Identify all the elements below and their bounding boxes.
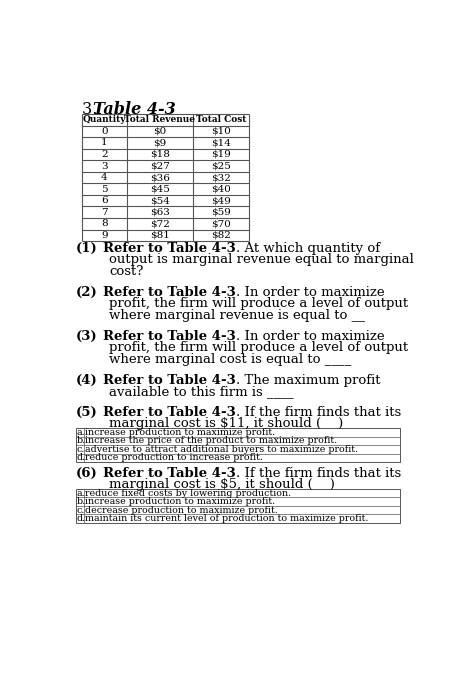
Text: 7: 7 [101,208,108,217]
Text: 1: 1 [101,139,108,148]
Text: (2): (2) [76,286,98,299]
Text: $27: $27 [150,162,170,171]
Text: Table 4-3: Table 4-3 [93,101,176,118]
Text: . At which quantity of: . At which quantity of [235,241,380,255]
Text: Refer to Table 4-3: Refer to Table 4-3 [103,286,235,299]
Text: . If the firm finds that its: . If the firm finds that its [235,467,401,480]
Text: advertise to attract additional buyers to maximize profit.: advertise to attract additional buyers t… [85,445,358,454]
Text: 5: 5 [101,185,108,194]
Text: Total Cost: Total Cost [196,116,246,125]
Text: increase the price of the product to maximize profit.: increase the price of the product to max… [85,436,337,445]
Text: $81: $81 [150,231,170,240]
Text: marginal cost is $11, it should (    ): marginal cost is $11, it should ( ) [109,417,344,430]
Text: reduce production to increase profit.: reduce production to increase profit. [85,454,263,462]
Text: output is marginal revenue equal to marginal: output is marginal revenue equal to marg… [109,253,414,267]
Text: 9: 9 [101,231,108,240]
Text: increase production to maximize profit.: increase production to maximize profit. [85,497,275,506]
Text: (1): (1) [76,241,98,255]
Text: d.: d. [77,514,86,523]
Text: Refer to Table 4-3: Refer to Table 4-3 [103,406,235,419]
Text: $82: $82 [211,231,231,240]
Text: Refer to Table 4-3: Refer to Table 4-3 [103,467,235,480]
Text: b.: b. [77,497,86,506]
Text: $10: $10 [211,127,231,136]
Text: 0: 0 [101,127,108,136]
Text: 3: 3 [101,162,108,171]
Text: Refer to Table 4-3: Refer to Table 4-3 [103,374,235,386]
Text: $36: $36 [150,173,170,182]
Text: 4: 4 [101,173,108,182]
Text: $72: $72 [150,219,170,228]
Text: $9: $9 [153,139,166,148]
Text: $18: $18 [150,150,170,159]
Text: b.: b. [77,436,86,445]
Text: (4): (4) [76,374,98,386]
Text: c.: c. [77,505,86,514]
Text: 3.: 3. [82,101,102,118]
Text: where marginal cost is equal to ____: where marginal cost is equal to ____ [109,353,352,365]
Text: $40: $40 [211,185,231,194]
Text: $59: $59 [211,208,231,217]
Text: . If the firm finds that its: . If the firm finds that its [235,406,401,419]
Text: $32: $32 [211,173,231,182]
Text: . In order to maximize: . In order to maximize [235,286,384,299]
Text: 6: 6 [101,196,108,205]
Text: Quantity: Quantity [83,116,126,125]
Text: profit, the firm will produce a level of output: profit, the firm will produce a level of… [109,298,408,310]
Bar [76,489,400,523]
Text: $14: $14 [211,139,231,148]
Text: $0: $0 [153,127,166,136]
Text: marginal cost is $5, it should (    ): marginal cost is $5, it should ( ) [109,478,335,491]
Text: $63: $63 [150,208,170,217]
Text: cost?: cost? [109,265,143,278]
Text: 8: 8 [101,219,108,228]
Text: $49: $49 [211,196,231,205]
Bar [76,428,400,462]
Text: (5): (5) [76,406,98,419]
Text: . The maximum profit: . The maximum profit [235,374,380,386]
Text: $19: $19 [211,150,231,159]
Text: available to this firm is ____: available to this firm is ____ [109,385,294,398]
Text: Refer to Table 4-3: Refer to Table 4-3 [103,330,235,342]
Text: c.: c. [77,445,86,454]
Text: Refer to Table 4-3: Refer to Table 4-3 [103,241,235,255]
Text: decrease production to maximize profit.: decrease production to maximize profit. [85,505,278,514]
Text: $70: $70 [211,219,231,228]
Text: (6): (6) [76,467,98,480]
Text: (3): (3) [76,330,97,342]
Text: profit, the firm will produce a level of output: profit, the firm will produce a level of… [109,341,408,354]
Text: where marginal revenue is equal to __: where marginal revenue is equal to __ [109,309,365,322]
Text: d.: d. [77,454,86,462]
Text: $25: $25 [211,162,231,171]
Text: . In order to maximize: . In order to maximize [235,330,384,342]
Text: reduce fixed costs by lowering production.: reduce fixed costs by lowering productio… [85,489,291,498]
Text: $45: $45 [150,185,170,194]
Text: Total Revenue: Total Revenue [125,116,196,125]
Text: a.: a. [77,428,86,437]
Text: a.: a. [77,489,86,498]
Text: maintain its current level of production to maximize profit.: maintain its current level of production… [85,514,368,523]
Text: 2: 2 [101,150,108,159]
Text: increase production to maximize profit.: increase production to maximize profit. [85,428,275,437]
Text: $54: $54 [150,196,170,205]
